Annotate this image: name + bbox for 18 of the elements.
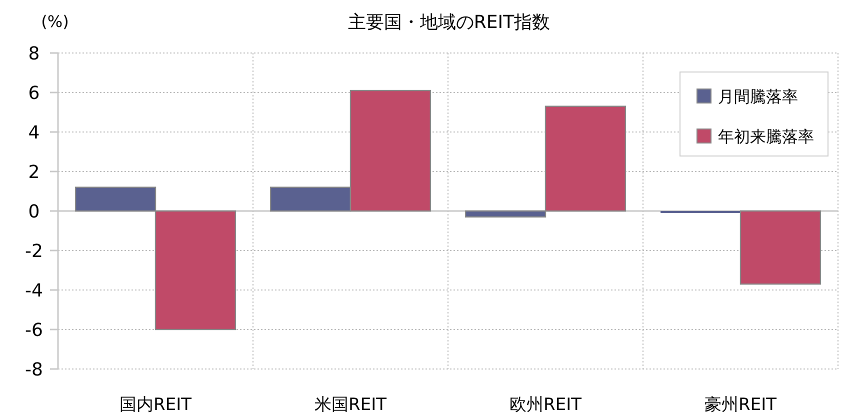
y-tick-label: 4: [28, 122, 40, 144]
y-tick-label: -8: [25, 359, 43, 380]
legend-label: 年初来騰落率: [718, 127, 814, 146]
y-tick-label: 0: [28, 201, 40, 222]
legend-label: 月間騰落率: [718, 87, 798, 106]
bar: [740, 210, 822, 285]
x-tick-label: 豪州REIT: [704, 395, 778, 415]
x-tick-label: 米国REIT: [314, 395, 388, 415]
y-tick-label: -2: [25, 240, 43, 262]
chart-title: 主要国・地域のREIT指数: [348, 12, 550, 33]
x-tick-label: 国内REIT: [120, 395, 192, 415]
y-tick-label: 6: [28, 82, 40, 104]
x-tick-label: 欧州REIT: [510, 395, 582, 415]
y-tick-label: -6: [25, 320, 43, 341]
y-tick-label: -4: [25, 280, 43, 302]
y-axis-title: (%): [41, 12, 69, 31]
y-tick-label: 2: [28, 162, 40, 183]
y-tick-label: 8: [28, 43, 40, 64]
